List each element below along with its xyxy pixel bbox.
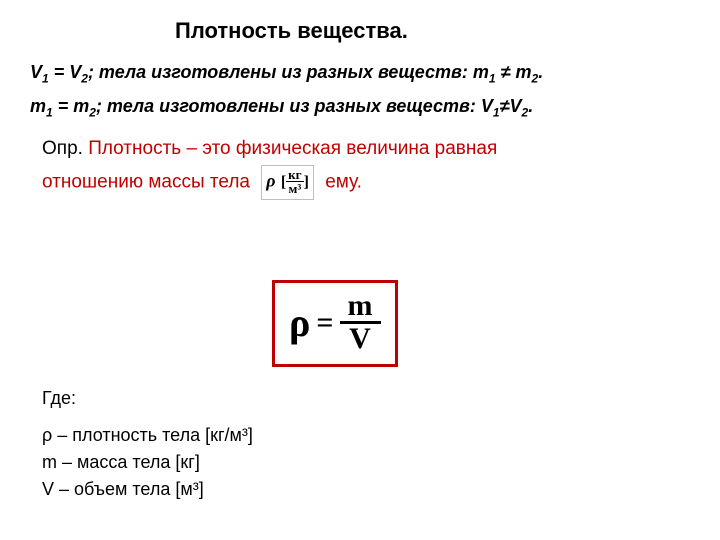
c2-neq: ≠	[500, 96, 510, 116]
c1-v2sub: 2	[81, 72, 88, 86]
def-text-line2b: ему.	[325, 172, 362, 193]
unit-rho: ρ	[266, 171, 275, 191]
unit-num: кг	[286, 168, 303, 182]
def-label: Опр.	[42, 138, 88, 159]
unit-close-bracket: ]	[304, 174, 309, 191]
slide: Плотность вещества. V1 = V2; тела изгото…	[0, 0, 720, 540]
c1-eq1: =	[54, 62, 70, 82]
c2-m1sub: 1	[46, 105, 53, 119]
c2-end: .	[528, 96, 533, 116]
where-title: Где:	[42, 388, 253, 409]
formula-eq: =	[316, 308, 333, 338]
where-block: Где: ρ – плотность тела [кг/м³] m – масс…	[42, 388, 253, 506]
unit-badge: ρ [кгм³]	[261, 165, 314, 200]
where-line-v: V – объем тела [м³]	[42, 479, 253, 500]
c2-v1sub: 1	[493, 105, 500, 119]
condition-1: V1 = V2; тела изготовлены из разных веще…	[30, 62, 690, 86]
c2-v1: V	[481, 96, 493, 116]
c2-v2: V	[509, 96, 521, 116]
c2-m2sub: 2	[89, 105, 96, 119]
def-text-line2a: отношению массы тела	[42, 172, 250, 193]
c1-mid: ; тела изготовлены из разных веществ:	[88, 62, 473, 82]
where-line-m: m – масса тела [кг]	[42, 452, 253, 473]
formula-box: ρ = m V	[272, 280, 398, 367]
unit-den: м³	[286, 182, 303, 195]
formula-rho: ρ	[289, 303, 310, 343]
condition-2: m1 = m2; тела изготовлены из разных веще…	[30, 96, 690, 120]
c1-m1sub: 1	[489, 72, 496, 86]
c2-m1: m	[30, 96, 46, 116]
c1-v2: V	[69, 62, 81, 82]
density-formula: ρ = m V	[289, 291, 381, 354]
definition: Опр. Плотность – это физическая величина…	[42, 133, 690, 200]
c1-m2: m	[515, 62, 531, 82]
c1-neq: ≠	[496, 62, 516, 82]
where-line-rho: ρ – плотность тела [кг/м³]	[42, 425, 253, 446]
c1-v1: V	[30, 62, 42, 82]
formula-den: V	[341, 324, 379, 354]
unit-fraction: кгм³	[286, 168, 303, 195]
def-text-line1: Плотность – это физическая величина равн…	[88, 138, 497, 159]
c1-v1sub: 1	[42, 72, 49, 86]
formula-fraction: m V	[340, 291, 381, 354]
c1-m1: m	[473, 62, 489, 82]
page-title: Плотность вещества.	[175, 18, 690, 44]
c2-m2: m	[73, 96, 89, 116]
c2-mid: ; тела изготовлены из разных веществ:	[96, 96, 481, 116]
formula-num: m	[340, 291, 381, 324]
c2-eq1: =	[58, 96, 74, 116]
c1-end: .	[538, 62, 543, 82]
